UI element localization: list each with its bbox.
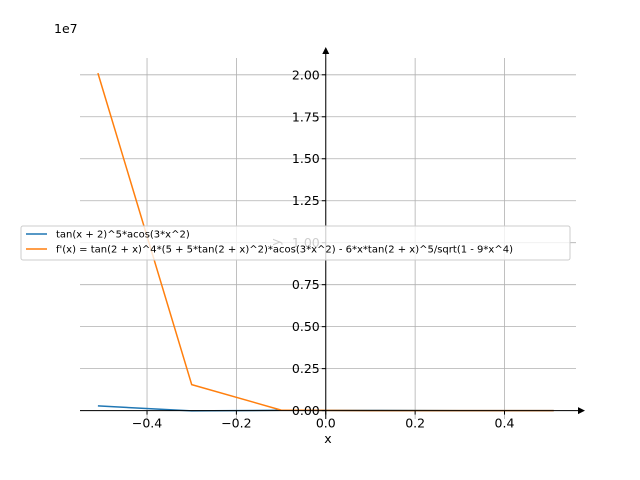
x-tick-label: 0.0 (316, 416, 336, 431)
legend: tan(x + 2)^5*acos(3*x^2) f'(x) = tan(2 + … (20, 225, 571, 261)
y-tick-label: 0.00 (292, 403, 320, 418)
legend-box (20, 225, 571, 261)
y-tick-label: 1.25 (292, 193, 320, 208)
y-tick-label: 2.00 (292, 67, 320, 82)
y-offset-label: 1e7 (54, 21, 78, 36)
y-tick-label: 0.25 (292, 361, 320, 376)
x-tick-label: −0.4 (132, 416, 162, 431)
y-tick-label: 0.50 (292, 319, 320, 334)
ticks: −0.4−0.20.00.20.40.000.250.500.751.001.2… (132, 67, 515, 430)
y-tick-label: 0.75 (292, 277, 320, 292)
x-tick-label: 0.2 (405, 416, 425, 431)
x-axis-arrow (578, 407, 585, 415)
legend-label-1: tan(x + 2)^5*acos(3*x^2) (56, 230, 190, 241)
y-axis-arrow (322, 47, 330, 54)
x-axis-label: x (324, 431, 331, 446)
x-tick-label: 0.4 (495, 416, 515, 431)
y-tick-label: 1.50 (292, 151, 320, 166)
x-tick-label: −0.2 (221, 416, 251, 431)
y-tick-label: 1.75 (292, 109, 320, 124)
legend-label-2: f'(x) = tan(2 + x)^4*(5 + 5*tan(2 + x)^2… (56, 245, 513, 256)
